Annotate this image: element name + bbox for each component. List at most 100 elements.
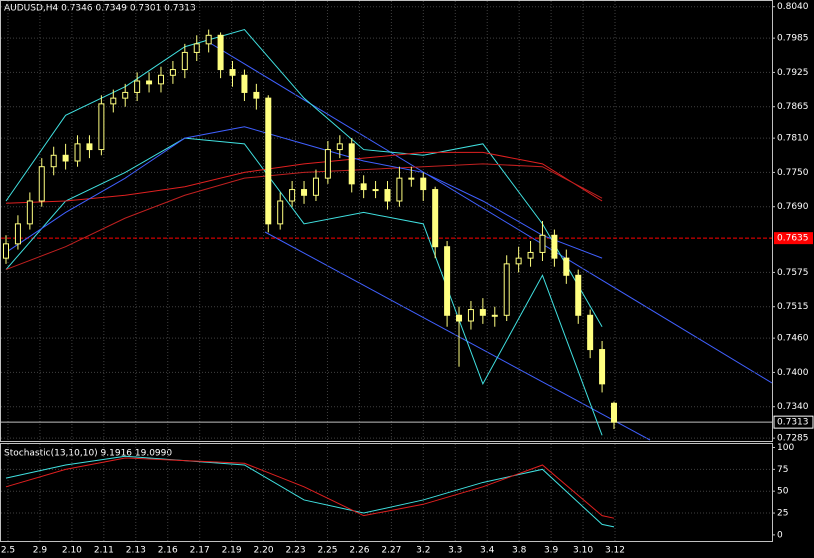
x-tick-label: 3.2 xyxy=(416,546,430,556)
x-tick-label: 2.10 xyxy=(62,546,82,556)
chart-title: AUDUSD,H4 0.7346 0.7349 0.7301 0.7313 xyxy=(4,4,196,14)
y-tick-label: 50 xyxy=(777,487,789,497)
candle-body xyxy=(372,189,379,192)
candle-body xyxy=(587,314,594,351)
candle-body xyxy=(312,177,319,196)
x-tick-label: 3.10 xyxy=(573,546,593,556)
x-tick-label: 3.9 xyxy=(544,546,559,556)
indicator-line xyxy=(5,126,603,259)
candle-body xyxy=(408,177,415,180)
candle-body xyxy=(420,177,427,191)
candle-body xyxy=(241,74,248,93)
stochastic-title: Stochastic(13,10,10) 9.1916 19.0990 xyxy=(4,449,172,459)
y-tick-label: 75 xyxy=(777,465,788,475)
candle-body xyxy=(62,154,69,162)
candle-body xyxy=(74,143,81,162)
x-tick-label: 2.19 xyxy=(222,546,242,556)
candle-body xyxy=(301,189,308,196)
x-tick-label: 2.17 xyxy=(190,546,210,556)
y-tick-label: 0.7925 xyxy=(777,68,809,78)
indicator-line xyxy=(5,163,603,271)
candle-body xyxy=(551,234,558,259)
y-tick-label: 25 xyxy=(777,509,788,519)
x-tick-label: 2.13 xyxy=(126,546,146,556)
candle-body xyxy=(324,149,331,179)
candle-body xyxy=(98,103,105,151)
price-label-box xyxy=(774,232,813,245)
candle-body xyxy=(3,243,9,259)
candle-body xyxy=(491,314,498,317)
candle-body xyxy=(169,69,176,76)
price-label: 0.7635 xyxy=(777,234,809,244)
candle-body xyxy=(527,251,534,259)
stochastic-panel xyxy=(0,443,773,542)
candle-body xyxy=(277,200,284,225)
x-tick-label: 3.8 xyxy=(512,546,527,556)
x-tick-label: 2.25 xyxy=(317,546,337,556)
candle-body xyxy=(503,263,510,316)
candle-body xyxy=(229,69,236,76)
candle-body xyxy=(38,166,45,202)
x-tick-label: 2.27 xyxy=(381,546,401,556)
candle-body xyxy=(110,97,117,105)
x-tick-label: 3.12 xyxy=(605,546,625,556)
candle-body xyxy=(479,309,486,316)
x-tick-label: 2.26 xyxy=(349,546,369,556)
y-tick-label: 0.7750 xyxy=(777,168,809,178)
candle-body xyxy=(444,246,451,316)
candle-body xyxy=(432,189,439,248)
y-tick-label: 0.7285 xyxy=(777,434,809,444)
y-tick-label: 0.7690 xyxy=(777,202,809,212)
candle-body xyxy=(253,91,260,99)
x-tick-label: 3.4 xyxy=(480,546,495,556)
y-tick-label: 0.7400 xyxy=(777,368,809,378)
main-panel xyxy=(0,0,773,442)
candle-body xyxy=(26,200,33,225)
candle-body xyxy=(515,257,522,265)
y-tick-label: 0.7865 xyxy=(777,102,809,112)
candle-body xyxy=(289,189,296,202)
candle-body xyxy=(134,80,141,93)
candle-body xyxy=(575,274,582,316)
candle-body xyxy=(384,189,391,202)
candle-body xyxy=(360,183,367,191)
candle-body xyxy=(14,223,21,245)
y-tick-label: 0.7985 xyxy=(777,34,809,44)
candle-body xyxy=(611,402,617,423)
candle-body xyxy=(467,309,474,322)
price-label: 0.7313 xyxy=(777,418,809,428)
x-tick-label: 2.11 xyxy=(94,546,114,556)
candle-body xyxy=(86,143,93,151)
y-tick-label: 0.7575 xyxy=(777,268,809,278)
candle-body xyxy=(599,349,606,385)
candle-body xyxy=(336,143,343,151)
indicator-line xyxy=(5,29,603,327)
x-tick-label: 2.9 xyxy=(33,546,48,556)
y-tick-label: 0.8040 xyxy=(777,2,809,12)
candle-body xyxy=(50,154,57,168)
candle-body xyxy=(539,234,546,253)
stochastic-line xyxy=(5,457,615,519)
candle-body xyxy=(193,43,200,53)
stochastic-line xyxy=(5,455,615,528)
candle-body xyxy=(122,91,129,99)
x-tick-label: 2.20 xyxy=(254,546,274,556)
x-tick-label: 2.23 xyxy=(286,546,306,556)
candle-body xyxy=(157,74,164,85)
candle-body xyxy=(217,34,224,71)
candle-body xyxy=(396,177,403,202)
indicator-line xyxy=(5,137,603,436)
x-tick-label: 2.16 xyxy=(158,546,178,556)
candle-body xyxy=(146,80,153,85)
candle-body xyxy=(456,314,463,322)
trend-line xyxy=(204,39,773,384)
y-tick-label: 0.7340 xyxy=(777,402,809,412)
y-tick-label: 100 xyxy=(777,443,794,453)
y-tick-label: 0.7515 xyxy=(777,302,809,312)
y-tick-label: 0.7460 xyxy=(777,334,809,344)
price-label-box xyxy=(773,415,814,429)
y-tick-label: 0.7810 xyxy=(777,134,809,144)
x-tick-label: 3.3 xyxy=(448,546,462,556)
